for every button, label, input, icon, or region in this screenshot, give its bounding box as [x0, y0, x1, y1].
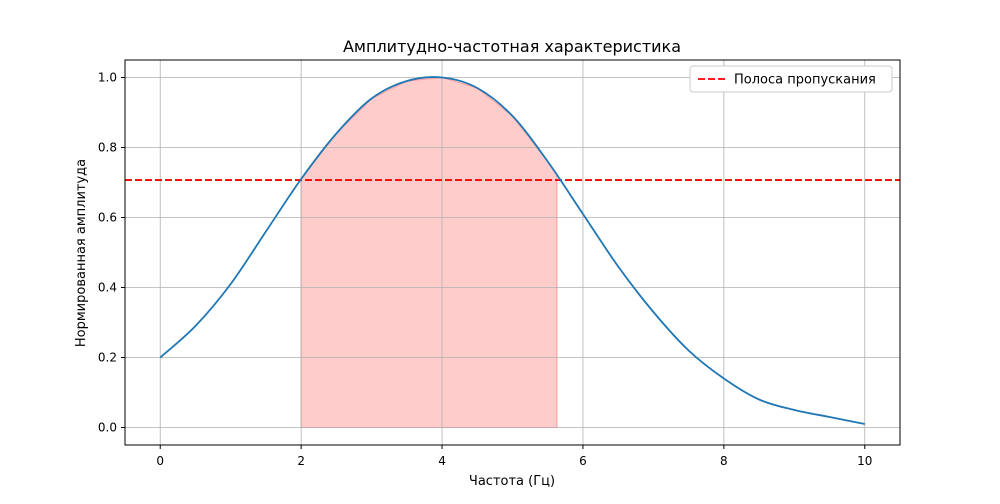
y-tick-label: 0.2 — [98, 351, 117, 365]
plot-area: 0 2 4 6 8 10 0.0 0.2 0.4 0.6 0.8 1.0 Полоса пропуска… — [98, 59, 901, 468]
x-tick-label: 4 — [438, 454, 446, 468]
chart-title: Амплитудно-частотная характеристика — [343, 37, 681, 56]
legend-box — [689, 65, 893, 93]
x-tick-label: 0 — [156, 454, 164, 468]
y-tick-label: 0.6 — [98, 211, 117, 225]
y-tick-label: 0.4 — [98, 281, 117, 295]
legend: Полоса пропускания — [689, 65, 893, 93]
frequency-response-curve — [159, 76, 865, 425]
y-tick-label: 0.0 — [98, 421, 117, 435]
x-tick-label: 2 — [297, 454, 305, 468]
x-tick-label: 10 — [857, 454, 872, 468]
y-tick-label: 0.8 — [98, 141, 117, 155]
x-axis-label: Частота (Гц) — [469, 474, 555, 489]
y-axis-label: Нормированная амплитуда — [74, 159, 89, 347]
x-tick-label: 6 — [579, 454, 587, 468]
y-tick-label: 1.0 — [98, 71, 117, 85]
plot-frame — [124, 59, 901, 446]
legend-label: Полоса пропускания — [734, 73, 876, 88]
x-tick-label: 8 — [720, 454, 728, 468]
